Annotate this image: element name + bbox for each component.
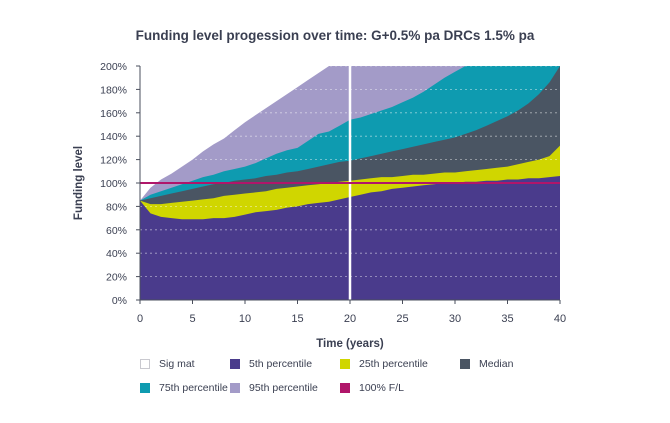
legend-label: 95th percentile [249, 382, 318, 394]
legend-item: 100% F/L [340, 382, 404, 394]
y-tick-label: 100% [100, 178, 127, 190]
legend-swatch [230, 383, 240, 393]
legend-label: 75th percentile [159, 382, 228, 394]
y-tick-label: 0% [112, 295, 127, 307]
x-tick-label: 20 [344, 313, 356, 325]
legend-swatch [230, 359, 240, 369]
legend-label: 25th percentile [359, 358, 428, 370]
y-tick-label: 160% [100, 108, 127, 120]
legend-item: 5th percentile [230, 358, 312, 370]
legend-label: 100% F/L [359, 382, 404, 394]
legend-item: Sig mat [140, 358, 195, 370]
y-tick-label: 80% [106, 201, 127, 213]
y-tick-label: 140% [100, 131, 127, 143]
legend-swatch [140, 383, 150, 393]
legend-swatch [140, 359, 150, 369]
x-tick-label: 40 [554, 313, 566, 325]
chart-title: Funding level progession over time: G+0.… [136, 28, 535, 43]
y-tick-label: 200% [100, 61, 127, 73]
y-tick-label: 120% [100, 155, 127, 167]
y-tick-label: 60% [106, 225, 127, 237]
x-tick-label: 15 [291, 313, 303, 325]
legend-item: 95th percentile [230, 382, 318, 394]
y-tick-label: 20% [106, 272, 127, 284]
y-tick-label: 180% [100, 84, 127, 96]
x-tick-label: 0 [137, 313, 143, 325]
legend-item: Median [460, 358, 513, 370]
legend-label: Median [479, 358, 514, 370]
legend-label: 5th percentile [249, 358, 313, 370]
legend-swatch [340, 383, 350, 393]
x-tick-label: 30 [449, 313, 461, 325]
x-tick-label: 35 [501, 313, 513, 325]
x-tick-label: 5 [189, 313, 195, 325]
legend-label: Sig mat [159, 358, 195, 370]
legend-swatch [340, 359, 350, 369]
legend-swatch [460, 359, 470, 369]
legend-item: 25th percentile [340, 358, 428, 370]
y-tick-label: 40% [106, 248, 127, 260]
x-axis-label: Time (years) [316, 338, 384, 350]
legend-item: 75th percentile [140, 382, 228, 394]
x-tick-label: 10 [239, 313, 251, 325]
x-tick-label: 25 [396, 313, 408, 325]
chart-legend: Sig mat 5th percentile 25th percentile Medi… [140, 358, 600, 414]
y-axis-label: Funding level [73, 146, 85, 220]
